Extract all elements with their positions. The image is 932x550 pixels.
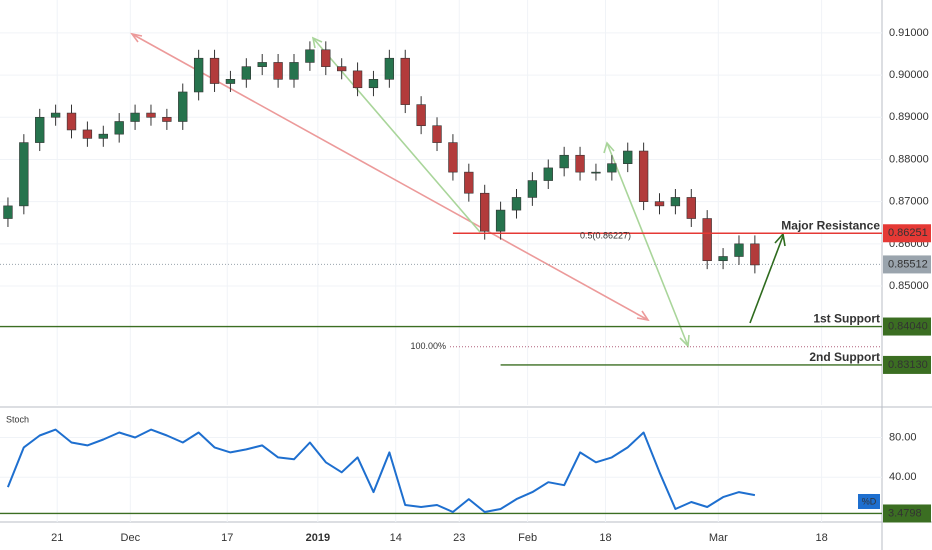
candle-body — [114, 121, 124, 135]
x-tick-label: Dec — [121, 532, 141, 544]
candle-body — [543, 167, 553, 181]
arrow-head — [636, 310, 650, 322]
candle-body — [607, 163, 617, 173]
candle-body — [66, 112, 77, 131]
candle-body — [718, 256, 728, 262]
price-label: 0.84040 — [888, 320, 928, 332]
candle-body — [702, 218, 712, 262]
price-label: 3.4798 — [888, 507, 922, 519]
y-tick-label: 40.00 — [889, 471, 917, 483]
candle-body — [193, 57, 204, 93]
arrow-head — [130, 32, 143, 43]
legend-label: %D — [862, 496, 877, 506]
price-label-box — [883, 355, 931, 374]
candle-body — [305, 49, 315, 63]
price-label-box — [883, 224, 931, 243]
x-tick-label: 18 — [599, 532, 611, 544]
candle-body — [368, 79, 379, 89]
candle-body — [527, 180, 538, 198]
candle-body — [480, 192, 490, 232]
candle-body — [257, 62, 267, 67]
price-label-box — [883, 317, 931, 336]
y-tick-label: 80.00 — [889, 431, 917, 443]
candle-body — [623, 150, 633, 164]
candle-body — [432, 125, 442, 143]
x-tick-label: Feb — [518, 532, 537, 544]
candle-body — [241, 66, 251, 80]
candle-body — [178, 91, 188, 122]
x-tick-label: 17 — [221, 532, 233, 544]
candle-body — [50, 112, 61, 118]
price-label: 0.83130 — [888, 359, 928, 371]
x-tick-label: 18 — [815, 532, 827, 544]
y-tick-label: 0.90000 — [889, 69, 929, 81]
candle-body — [511, 197, 522, 211]
candle-body — [82, 129, 93, 139]
level-note: 0.5(0.86227) — [580, 231, 631, 241]
x-tick-label: 2019 — [306, 532, 330, 544]
candle-body — [734, 243, 744, 257]
x-tick-label: Mar — [709, 532, 728, 544]
price-label-box — [883, 255, 931, 274]
y-tick-label: 0.89000 — [889, 111, 929, 123]
price-label-box — [883, 504, 931, 523]
candle-body — [400, 57, 410, 105]
candle-body — [225, 79, 236, 84]
candle-body — [559, 154, 569, 169]
candle-body — [448, 142, 458, 173]
arrow-head — [679, 334, 690, 348]
candle-body — [209, 57, 220, 84]
candle-body — [289, 62, 299, 80]
candle-body — [495, 209, 506, 232]
stoch-line — [6, 428, 756, 513]
candle-body — [670, 197, 681, 207]
level-name: 2nd Support — [809, 350, 880, 364]
x-tick-label: 14 — [390, 532, 402, 544]
y-tick-label: 0.85000 — [889, 280, 929, 292]
candle-body — [35, 116, 45, 143]
candle-body — [352, 70, 363, 89]
candle-body — [146, 112, 156, 118]
candle-body — [416, 104, 426, 127]
arrow-head — [774, 232, 786, 247]
candle-body — [162, 116, 172, 122]
arrow-head — [311, 36, 323, 49]
candle-body — [750, 243, 760, 266]
candle-body — [337, 66, 347, 72]
x-tick-label: 23 — [453, 532, 465, 544]
arrow-head — [603, 141, 615, 154]
candle-body — [654, 201, 665, 207]
candle-body — [321, 49, 331, 67]
candle-body — [19, 142, 29, 207]
candle-body — [3, 205, 13, 219]
legend-box — [858, 494, 880, 509]
arrow — [749, 235, 784, 324]
candle-body — [384, 57, 395, 80]
fib-label: 100.00% — [410, 341, 446, 351]
x-tick-label: 21 — [51, 532, 63, 544]
y-tick-label: 0.88000 — [889, 153, 929, 165]
y-tick-label: 0.91000 — [889, 27, 929, 39]
level-name: 1st Support — [813, 312, 880, 326]
candle-body — [638, 150, 649, 202]
candle-body — [575, 154, 585, 173]
y-tick-label: 0.87000 — [889, 196, 929, 208]
candle-body — [273, 62, 283, 80]
price-label: 0.86251 — [888, 227, 928, 239]
price-label: 0.85512 — [888, 258, 928, 270]
arrow — [606, 142, 689, 347]
stoch-title: Stoch — [6, 414, 29, 424]
candle-body — [591, 171, 601, 174]
candle-body — [464, 171, 474, 194]
candle-body — [686, 197, 696, 219]
candle-body — [130, 112, 140, 122]
level-name: Major Resistance — [781, 218, 880, 232]
candle-body — [98, 133, 108, 139]
